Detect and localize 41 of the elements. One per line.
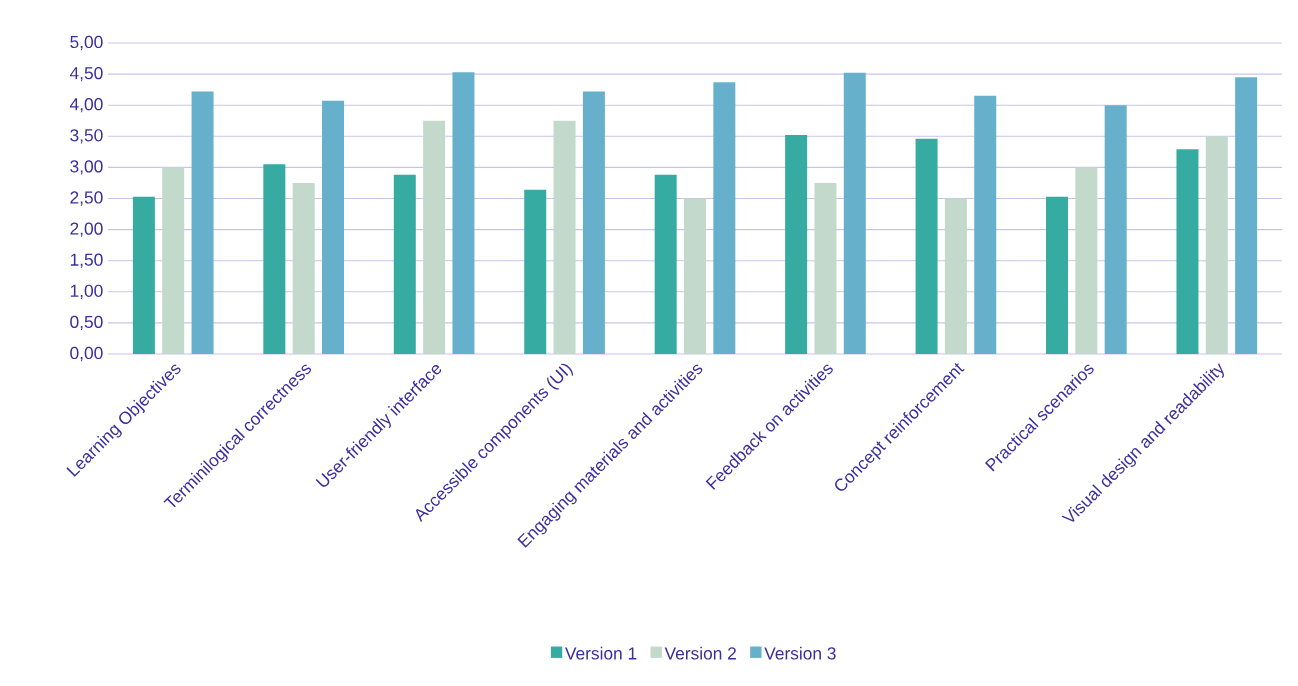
bar	[452, 72, 475, 354]
y-tick-label: 0,50	[70, 315, 103, 331]
bar	[132, 196, 155, 354]
y-tick-label: 5,00	[70, 35, 103, 51]
bar	[1075, 167, 1098, 354]
y-tick-label: 2,00	[70, 222, 103, 237]
bar	[944, 198, 967, 354]
y-tick-label: 3,50	[70, 129, 103, 144]
bar	[263, 164, 286, 354]
bar	[915, 138, 938, 354]
bar	[1235, 77, 1258, 354]
bar	[1205, 136, 1228, 354]
bar	[524, 189, 547, 354]
bar	[974, 95, 997, 354]
bar	[191, 91, 214, 354]
bar	[654, 174, 677, 354]
bar	[553, 120, 576, 354]
y-tick-label: 2,50	[70, 191, 103, 206]
y-tick-label: 1,00	[70, 284, 103, 299]
y-tick-label: 4,00	[69, 98, 103, 113]
bar	[322, 100, 345, 354]
y-tick-label: 0,00	[70, 346, 103, 362]
bar	[684, 198, 707, 354]
bar	[162, 167, 185, 354]
bar	[393, 174, 416, 354]
legend-label: Version 2	[664, 646, 736, 660]
legend-label: Version 3	[764, 646, 836, 660]
bar	[1046, 196, 1069, 354]
bar	[713, 82, 736, 354]
y-tick-label: 1,50	[70, 253, 103, 268]
legend-label: Version 1	[565, 646, 637, 660]
bar	[1104, 105, 1127, 354]
bar	[785, 135, 808, 354]
bar	[843, 72, 866, 354]
y-tick-label: 3,00	[70, 160, 103, 175]
bar	[423, 120, 446, 354]
y-tick-label: 4,50	[69, 66, 103, 82]
bar	[814, 182, 837, 354]
bar	[582, 91, 605, 354]
bar	[1176, 149, 1199, 354]
bar	[292, 182, 315, 354]
